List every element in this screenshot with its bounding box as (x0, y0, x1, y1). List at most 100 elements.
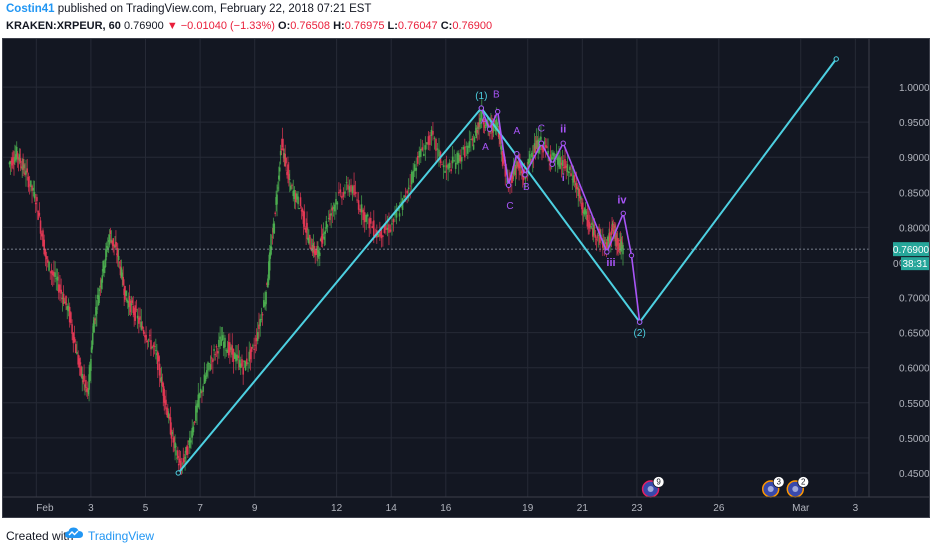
candle-body (594, 234, 597, 238)
candle-body (33, 192, 36, 199)
candle-body (160, 376, 163, 383)
candle-body (231, 345, 234, 355)
chart-panel[interactable]: (1)(2)AABCABCiiiiviii9321.000000.950000.… (2, 38, 932, 518)
candle-body (575, 183, 578, 190)
candle-body (125, 290, 127, 296)
candle-body (604, 242, 607, 244)
candle-body (323, 236, 326, 240)
candle-body (602, 239, 605, 243)
candle-body (111, 240, 114, 245)
candle-body (438, 149, 440, 157)
candle-body (518, 164, 520, 169)
candle-body (19, 158, 22, 163)
candle-body (479, 118, 481, 125)
candle-body (72, 332, 75, 344)
candle-body (362, 209, 364, 221)
candle-body (386, 227, 389, 230)
candle-body (318, 252, 321, 257)
candle-body (258, 324, 260, 330)
candle-body (113, 244, 115, 246)
candle-body (177, 450, 179, 458)
candle-body (519, 163, 521, 169)
event-badge[interactable]: 3 (761, 476, 785, 498)
candle-body (187, 446, 189, 455)
candle-body (220, 339, 223, 346)
wave-secondary-point (636, 319, 643, 325)
candle-body (146, 341, 149, 343)
x-tick-label: 3 (88, 503, 94, 514)
candle-body (268, 252, 271, 271)
candle-body (68, 306, 71, 323)
candle-body (572, 175, 575, 183)
candle-body (357, 200, 360, 210)
candle-body (484, 127, 487, 129)
candle-body (553, 153, 555, 160)
candle-body (264, 302, 266, 307)
candle-body (61, 297, 64, 300)
candle-body (142, 329, 145, 334)
x-tick-label: 21 (577, 503, 589, 514)
candle-body (445, 165, 448, 168)
candle-body (56, 276, 59, 281)
tradingview-cloud-icon[interactable] (64, 526, 84, 543)
published-text: published on TradingView.com, February 2… (57, 3, 372, 15)
candle-body (126, 301, 129, 303)
candle-body (237, 355, 240, 359)
candle-body (282, 148, 285, 151)
candle-body (590, 226, 592, 228)
candle-body (380, 226, 383, 239)
event-badge[interactable]: 2 (786, 476, 810, 498)
candle-body (274, 212, 276, 214)
candle-body (110, 239, 113, 243)
price-chart[interactable]: (1)(2)AABCABCiiiiviii9321.000000.950000.… (3, 39, 932, 517)
event-badge-core (647, 486, 654, 492)
candle-body (520, 171, 522, 173)
candle-body (25, 170, 27, 175)
candle-body (595, 238, 598, 240)
candle-body (250, 346, 253, 352)
candle-body (80, 366, 83, 376)
y-tick-label-partial: 0 (893, 259, 899, 270)
current-price-label: 0.76900 (893, 245, 929, 256)
candle-body (163, 388, 165, 403)
candle-body (331, 207, 334, 211)
candle-body (502, 160, 505, 164)
candle-body (181, 463, 184, 465)
candle-body (332, 207, 335, 209)
candle-body (225, 349, 227, 351)
candle-body (527, 159, 529, 165)
candle-body (40, 233, 43, 237)
close-label: C: (440, 20, 453, 32)
wave-secondary-point (494, 108, 501, 115)
tradingview-link[interactable]: TradingView (88, 529, 155, 543)
candle-body (301, 208, 304, 212)
candle-body (114, 245, 116, 248)
candle-body (281, 138, 284, 148)
candle-body (124, 286, 126, 300)
candle-body (145, 334, 147, 341)
candle-body (51, 271, 54, 276)
last-price: 0.76900 (123, 20, 164, 32)
candle-body (279, 150, 282, 156)
candle-body (517, 161, 519, 167)
candle-body (427, 136, 430, 145)
candle-body (255, 337, 258, 342)
candle-body (291, 184, 293, 186)
candle-body (207, 362, 209, 371)
candle-body (164, 401, 166, 404)
author-link[interactable]: Costin41 (6, 3, 55, 15)
candle-body (269, 246, 272, 256)
candle-body (193, 421, 196, 423)
candle-body (347, 184, 349, 190)
event-badge[interactable]: 9 (641, 476, 665, 498)
candle-body (78, 358, 81, 368)
candle-body (129, 300, 132, 313)
x-tick-label: 3 (853, 503, 859, 514)
candle-body (563, 166, 565, 169)
candle-body (191, 427, 194, 438)
candle-body (87, 389, 90, 395)
created-with-text: Created with (6, 529, 74, 543)
candle-body (322, 233, 325, 235)
candle-body (195, 405, 197, 421)
